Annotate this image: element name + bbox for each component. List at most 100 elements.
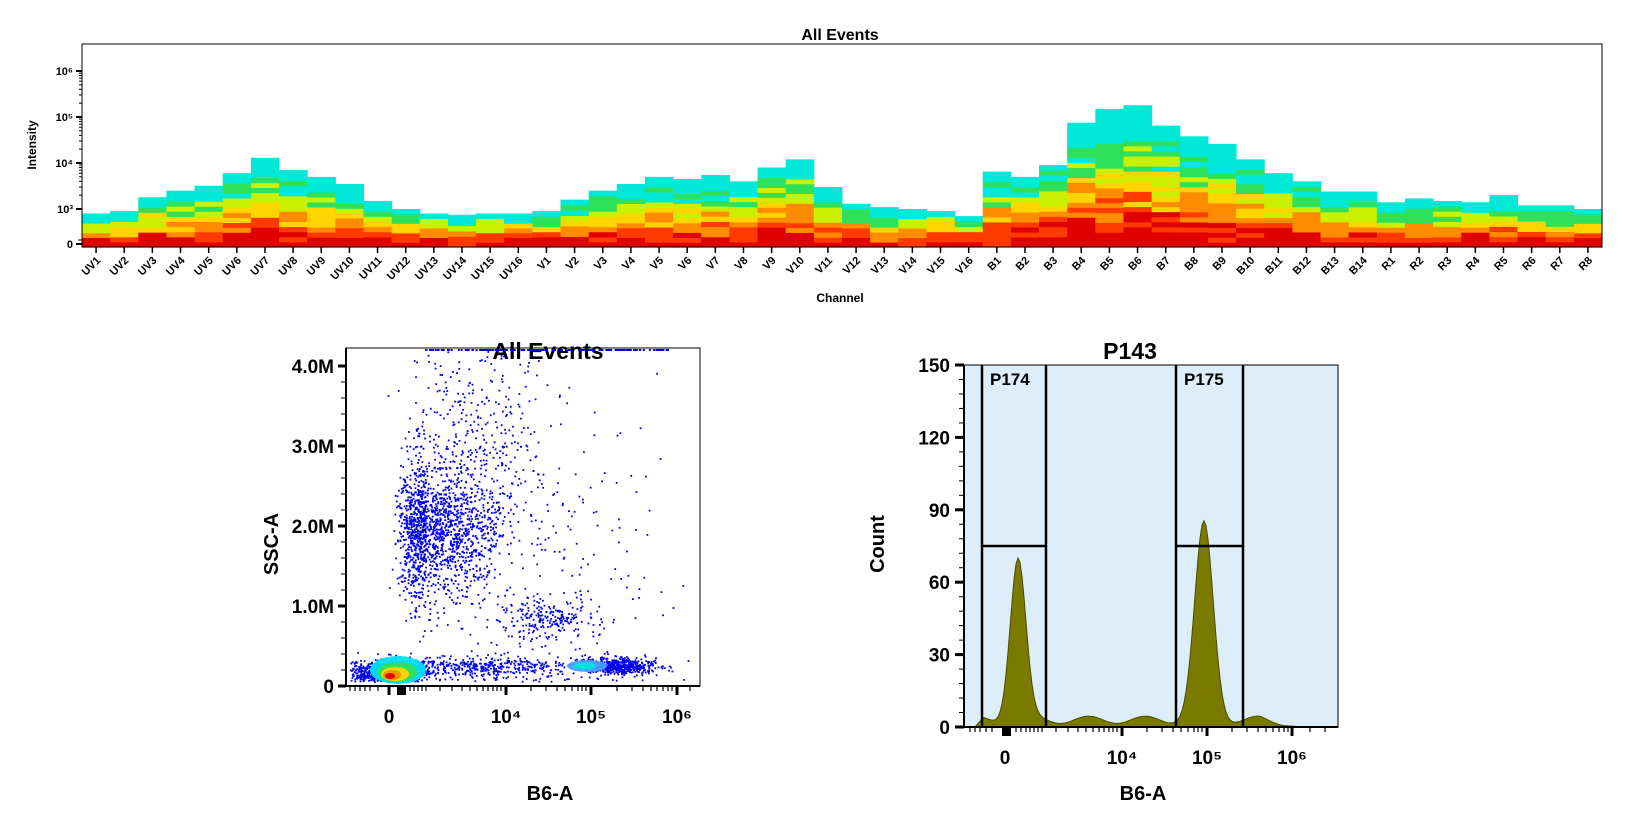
scatter-point [439, 520, 441, 522]
scatter-point [472, 535, 474, 537]
scatter-point [450, 540, 452, 542]
scatter-point [486, 463, 488, 465]
scatter-point [527, 597, 529, 599]
heatmap-column [1518, 205, 1547, 247]
scatter-point [448, 518, 450, 520]
scatter-point [528, 629, 530, 631]
heatmap-x-tick-label: V9 [761, 255, 779, 273]
scatter-point [452, 544, 454, 546]
scatter-point [522, 681, 524, 683]
scatter-point [455, 580, 457, 582]
scatter-point [479, 568, 481, 570]
scatter-point [648, 670, 650, 672]
scatter-point [658, 667, 660, 669]
heatmap-cell [251, 188, 280, 194]
scatter-point [404, 560, 406, 562]
heatmap-cell [1095, 119, 1124, 125]
scatter-point [458, 521, 460, 523]
scatter-point [408, 492, 410, 494]
scatter-point [543, 627, 545, 629]
scatter-point [433, 488, 435, 490]
scatter-point [445, 512, 447, 514]
scatter-point [435, 535, 437, 537]
scatter-point [505, 627, 507, 629]
scatter-point [459, 440, 461, 442]
scatter-point [433, 558, 435, 560]
scatter-point [417, 554, 419, 556]
heatmap-y-axis-label: Intensity [25, 120, 39, 170]
scatter-point [388, 395, 390, 397]
scatter-point [510, 663, 512, 665]
scatter-point [403, 479, 405, 481]
scatter-point [470, 672, 472, 674]
scatter-point [442, 536, 444, 538]
scatter-point [477, 525, 479, 527]
heatmap-cell [1152, 212, 1181, 218]
scatter-point [487, 571, 489, 573]
scatter-point [482, 526, 484, 528]
scatter-point [364, 679, 366, 681]
scatter-point [419, 562, 421, 564]
scatter-point [413, 567, 415, 569]
scatter-point [435, 673, 437, 675]
scatter-point [426, 657, 428, 659]
scatter-point [415, 580, 417, 582]
scatter-point [490, 529, 492, 531]
scatter-point [466, 524, 468, 526]
heatmap-cell [307, 222, 336, 228]
scatter-point [408, 579, 410, 581]
scatter-point [463, 513, 465, 515]
scatter-point [688, 660, 690, 662]
scatter-point [549, 653, 551, 655]
scatter-point [477, 655, 479, 657]
scatter-point [417, 485, 419, 487]
scatter-point [424, 580, 426, 582]
scatter-point [519, 631, 521, 633]
scatter-point [491, 506, 493, 508]
heatmap-cell [645, 197, 674, 203]
scatter-point [599, 624, 601, 626]
heatmap-cell [1067, 222, 1096, 228]
scatter-point [440, 365, 442, 367]
heatmap-column [223, 173, 252, 247]
scatter-point [445, 578, 447, 580]
scatter-point [461, 513, 463, 515]
scatter-point [461, 566, 463, 568]
scatter-point [584, 654, 586, 656]
scatter-point [488, 666, 490, 668]
heatmap-cell [1236, 179, 1265, 184]
scatter-point [480, 468, 482, 470]
scatter-point [451, 551, 453, 553]
heatmap-cell [1321, 227, 1350, 233]
scatter-point [501, 424, 503, 426]
scatter-point [505, 612, 507, 614]
heatmap-cell [195, 216, 224, 222]
scatter-point [450, 677, 452, 679]
scatter-point [455, 519, 457, 521]
scatter-point [519, 608, 521, 610]
heatmap-column [814, 187, 843, 248]
scatter-point [404, 563, 406, 565]
scatter-point [625, 672, 627, 674]
scatter-point [398, 490, 400, 492]
scatter-point [547, 384, 549, 386]
heatmap-cell [729, 207, 758, 213]
scatter-point [469, 509, 471, 511]
heatmap-x-tick-label: UV15 [469, 255, 497, 283]
scatter-point [464, 487, 466, 489]
scatter-point [421, 521, 423, 523]
scatter-point [418, 509, 420, 511]
scatter-point [407, 509, 409, 511]
heatmap-cell [1236, 203, 1265, 208]
scatter-point [446, 473, 448, 475]
scatter-point [481, 497, 483, 499]
heatmap-column [561, 200, 590, 248]
heatmap-cell [448, 215, 477, 221]
scatter-point [548, 665, 550, 667]
scatter-point [413, 535, 415, 537]
heatmap-cell [1546, 231, 1575, 237]
scatter-point [460, 460, 462, 462]
scatter-point [504, 442, 506, 444]
scatter-point [406, 522, 408, 524]
heatmap-cell [195, 221, 224, 227]
